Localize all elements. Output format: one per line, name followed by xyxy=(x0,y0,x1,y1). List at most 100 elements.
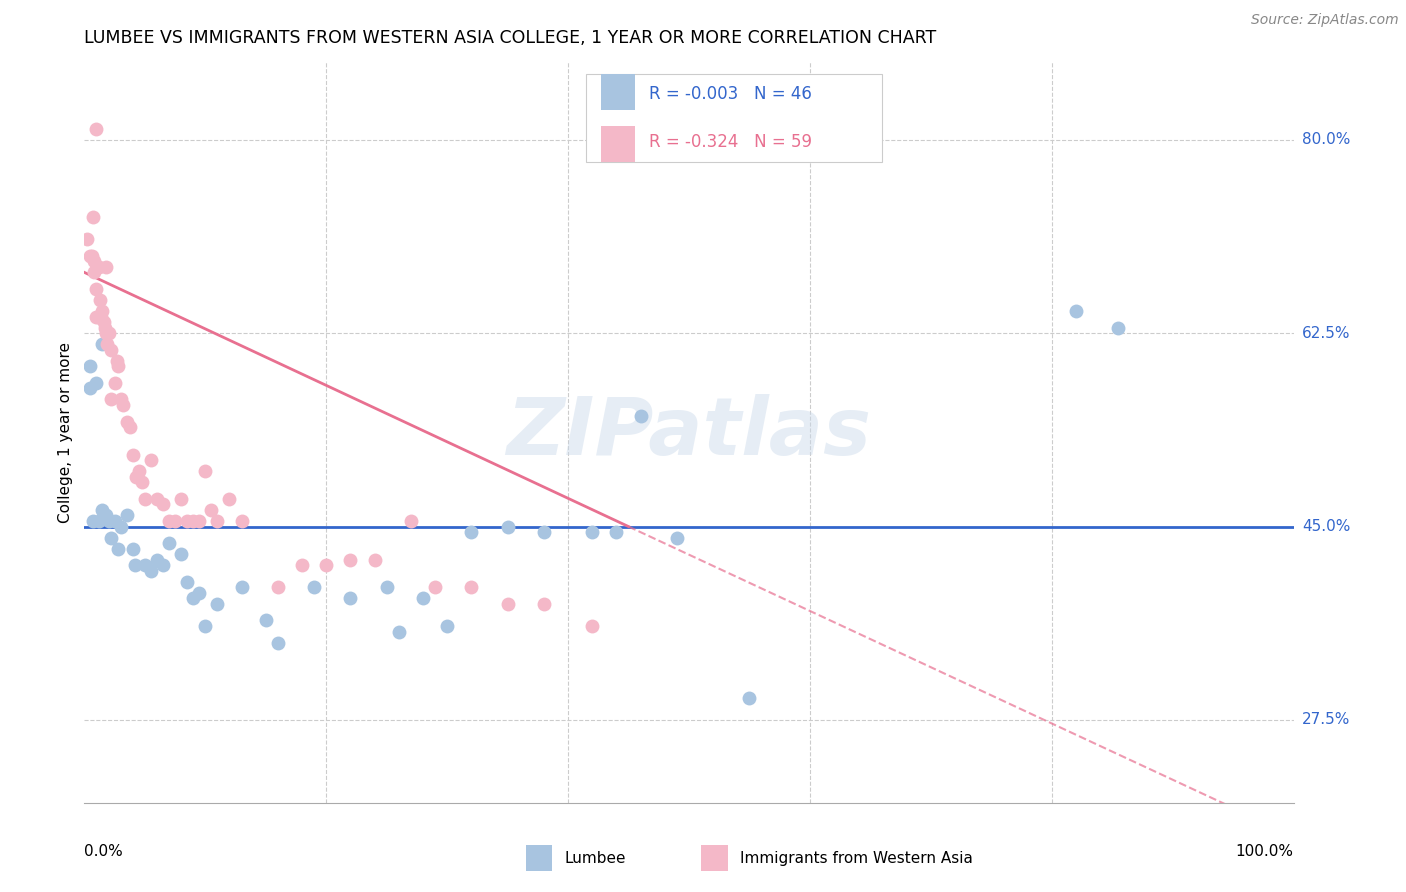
Point xyxy=(91,337,114,351)
Text: Immigrants from Western Asia: Immigrants from Western Asia xyxy=(740,851,973,866)
Point xyxy=(496,597,519,611)
Point xyxy=(738,690,761,705)
Point xyxy=(120,420,142,434)
Point xyxy=(104,376,127,390)
Point xyxy=(110,519,132,533)
Point xyxy=(315,558,337,573)
Point xyxy=(86,310,108,324)
Point xyxy=(104,514,127,528)
Point xyxy=(107,541,129,556)
Point xyxy=(188,514,211,528)
Point xyxy=(267,580,290,594)
Point xyxy=(146,552,169,566)
Point xyxy=(176,574,198,589)
Point xyxy=(87,260,110,274)
Point xyxy=(134,491,156,506)
Point xyxy=(533,597,555,611)
Bar xyxy=(600,74,634,110)
Point xyxy=(218,491,240,506)
Point xyxy=(100,531,122,545)
Point xyxy=(375,580,398,594)
Point xyxy=(533,524,555,539)
Y-axis label: College, 1 year or more: College, 1 year or more xyxy=(58,343,73,523)
Point xyxy=(181,591,204,606)
Point xyxy=(181,514,204,528)
Point xyxy=(121,541,143,556)
Point xyxy=(115,508,138,523)
Point xyxy=(100,392,122,407)
Point xyxy=(110,392,132,407)
Point xyxy=(80,249,103,263)
Point xyxy=(581,524,603,539)
Point xyxy=(207,597,229,611)
Point xyxy=(83,254,105,268)
Point xyxy=(436,619,458,633)
Point xyxy=(131,475,153,490)
Point xyxy=(170,491,193,506)
Point xyxy=(605,524,627,539)
Text: 45.0%: 45.0% xyxy=(1302,519,1350,534)
Point xyxy=(152,558,174,573)
Point xyxy=(79,359,101,374)
Point xyxy=(152,498,174,512)
Point xyxy=(79,249,101,263)
Point xyxy=(188,586,211,600)
Text: 62.5%: 62.5% xyxy=(1302,326,1350,341)
Point xyxy=(388,624,411,639)
FancyBboxPatch shape xyxy=(586,73,883,162)
Point xyxy=(86,282,108,296)
Point xyxy=(170,547,193,561)
Text: 27.5%: 27.5% xyxy=(1302,713,1350,727)
Bar xyxy=(600,126,634,161)
Point xyxy=(100,343,122,357)
Point xyxy=(124,558,146,573)
Point xyxy=(128,464,150,478)
Point xyxy=(1064,304,1087,318)
Point xyxy=(339,591,361,606)
Point xyxy=(460,524,482,539)
Text: Lumbee: Lumbee xyxy=(564,851,626,866)
Point xyxy=(94,508,117,523)
Point xyxy=(93,315,115,329)
Point xyxy=(91,304,114,318)
Point xyxy=(291,558,314,573)
Point xyxy=(254,614,277,628)
Point xyxy=(399,514,422,528)
Point xyxy=(1107,320,1129,334)
Point xyxy=(146,491,169,506)
Point xyxy=(86,121,108,136)
Text: 100.0%: 100.0% xyxy=(1236,844,1294,858)
Point xyxy=(176,514,198,528)
Point xyxy=(94,260,117,274)
Point xyxy=(231,514,253,528)
Text: 0.0%: 0.0% xyxy=(84,844,124,858)
Point xyxy=(412,591,434,606)
Point xyxy=(87,514,110,528)
Text: ZIPatlas: ZIPatlas xyxy=(506,393,872,472)
Point xyxy=(121,448,143,462)
Point xyxy=(194,619,217,633)
Point xyxy=(139,453,162,467)
Point xyxy=(94,320,117,334)
Point xyxy=(194,464,217,478)
Point xyxy=(363,552,385,566)
Point xyxy=(79,381,101,395)
Point xyxy=(96,337,118,351)
Point xyxy=(496,519,519,533)
Point xyxy=(423,580,446,594)
Point xyxy=(76,232,98,246)
Point xyxy=(91,503,114,517)
Point xyxy=(165,514,187,528)
Text: R = -0.324   N = 59: R = -0.324 N = 59 xyxy=(650,133,813,151)
Point xyxy=(107,359,129,374)
Point xyxy=(157,514,180,528)
Text: R = -0.003   N = 46: R = -0.003 N = 46 xyxy=(650,86,811,103)
Point xyxy=(94,326,117,341)
Point xyxy=(97,514,120,528)
Point xyxy=(134,558,156,573)
Point xyxy=(267,635,290,649)
Point xyxy=(86,310,108,324)
Point xyxy=(82,210,104,224)
Text: 80.0%: 80.0% xyxy=(1302,132,1350,147)
Point xyxy=(200,503,222,517)
